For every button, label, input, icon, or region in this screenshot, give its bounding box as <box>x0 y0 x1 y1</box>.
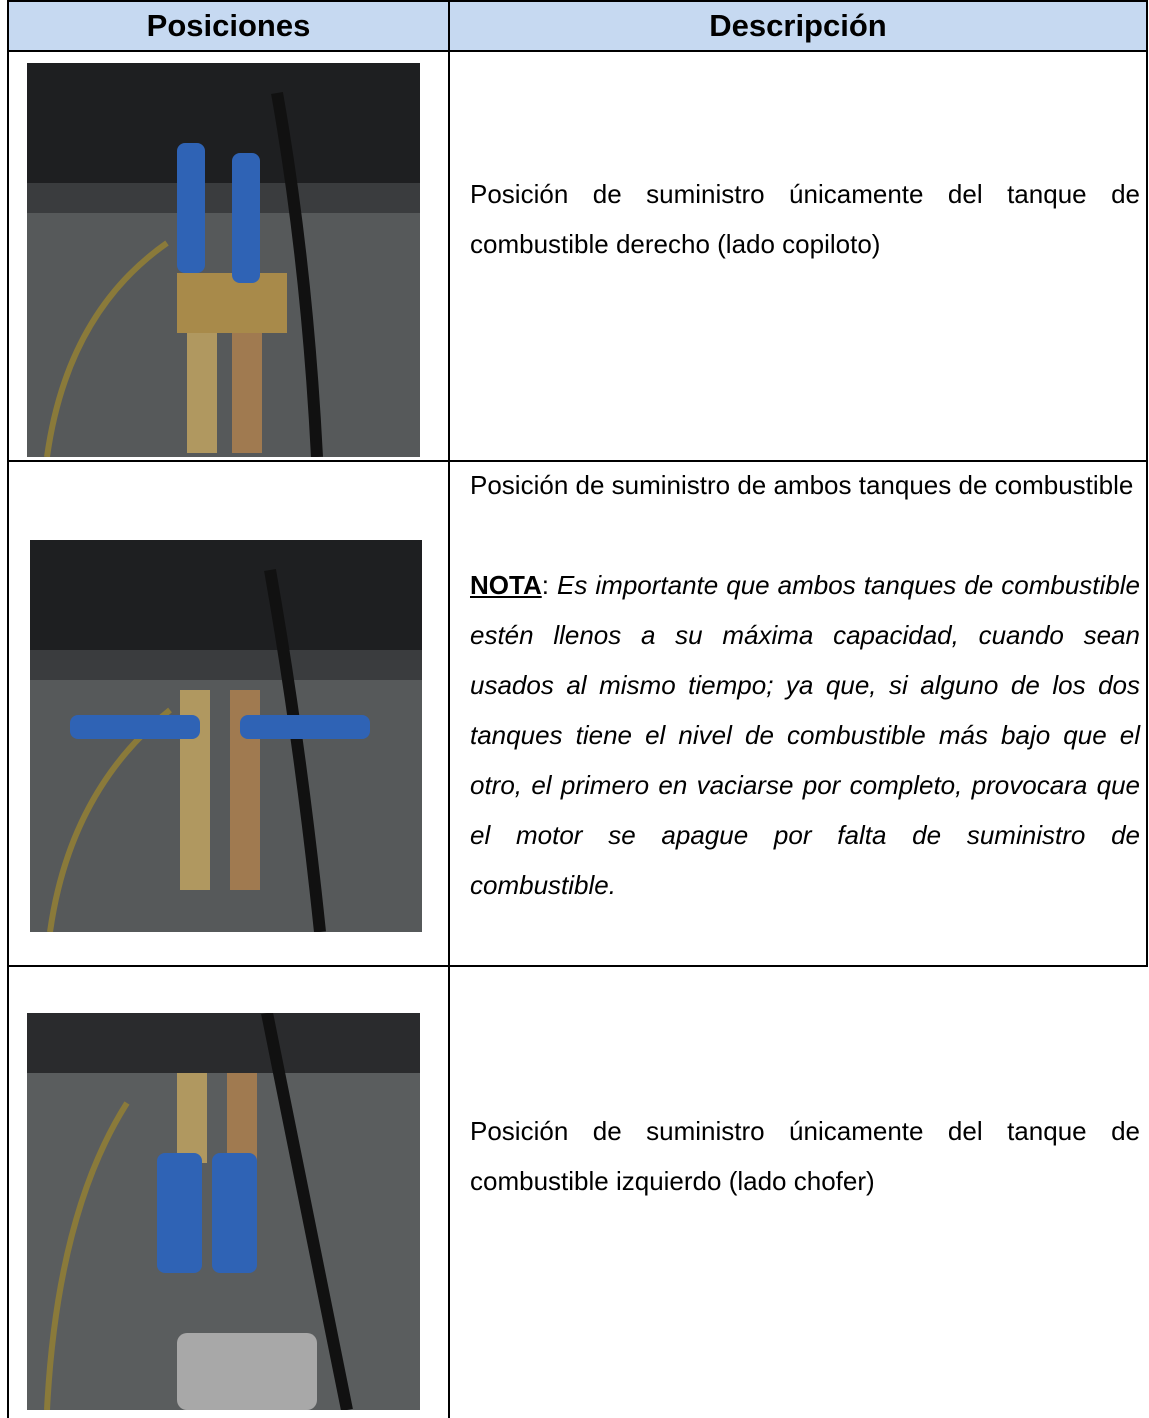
note: NOTA: Es importante que ambos tanques de… <box>470 560 1140 910</box>
valve-photo <box>30 540 422 932</box>
table-border <box>7 0 1148 2</box>
description: Posición de suministro únicamente del ta… <box>470 179 1140 259</box>
note-text: Es importante que ambos tanques de combu… <box>470 570 1140 900</box>
table-border <box>1146 0 1148 966</box>
header-cell: Posiciones <box>9 2 448 50</box>
header-cell: Descripción <box>450 2 1146 50</box>
valve-photo <box>27 1013 420 1410</box>
table-border <box>7 50 1148 52</box>
note-label: NOTA <box>470 570 542 600</box>
valve-photo <box>27 63 420 457</box>
table-border <box>7 460 1148 462</box>
description: Posición de suministro únicamente del ta… <box>470 1116 1140 1196</box>
description: Posición de suministro de ambos tanques … <box>470 460 1140 910</box>
table-border <box>7 0 9 1418</box>
table-border <box>448 0 450 1418</box>
table-border <box>7 965 1148 967</box>
note-colon: : <box>541 570 549 600</box>
description-text: Posición de suministro de ambos tanques … <box>470 470 1134 500</box>
